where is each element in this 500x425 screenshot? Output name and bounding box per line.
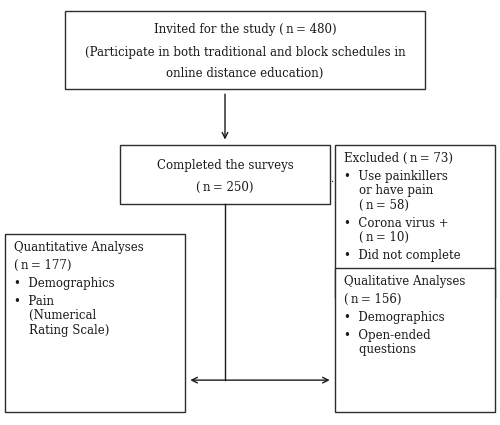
Text: (Numerical: (Numerical xyxy=(14,309,96,322)
Text: Completed the surveys: Completed the surveys xyxy=(156,159,294,172)
Text: (Participate in both traditional and block schedules in: (Participate in both traditional and blo… xyxy=(84,46,406,59)
Bar xyxy=(65,11,425,89)
Bar xyxy=(120,144,330,204)
Text: •  Use painkillers: • Use painkillers xyxy=(344,170,448,183)
Text: questions: questions xyxy=(344,343,416,356)
Bar xyxy=(5,234,185,412)
Text: Quantitative Analyses: Quantitative Analyses xyxy=(14,241,144,255)
Text: •  Pain: • Pain xyxy=(14,295,54,308)
Text: •  Did not complete: • Did not complete xyxy=(344,249,461,262)
Text: ( n = 58): ( n = 58) xyxy=(344,199,409,212)
Bar xyxy=(335,144,495,298)
Text: Invited for the study ( n = 480): Invited for the study ( n = 480) xyxy=(154,23,336,36)
Text: •  Corona virus +: • Corona virus + xyxy=(344,217,449,230)
Text: ( n = 250): ( n = 250) xyxy=(196,181,254,194)
Text: •  Demographics: • Demographics xyxy=(14,277,114,290)
Text: Excluded ( n = 73): Excluded ( n = 73) xyxy=(344,152,453,165)
Text: online distance education): online distance education) xyxy=(166,67,324,80)
Text: or have pain: or have pain xyxy=(344,184,433,198)
Text: ( n = 177): ( n = 177) xyxy=(14,259,72,272)
Bar xyxy=(335,268,495,412)
Text: Qualitative Analyses: Qualitative Analyses xyxy=(344,275,466,289)
Text: Rating Scale): Rating Scale) xyxy=(14,324,110,337)
Text: ( n = 10): ( n = 10) xyxy=(344,231,409,244)
Text: ( n = 156): ( n = 156) xyxy=(344,293,402,306)
Text: •  Open-ended: • Open-ended xyxy=(344,329,430,342)
Text: •  Demographics: • Demographics xyxy=(344,311,444,324)
